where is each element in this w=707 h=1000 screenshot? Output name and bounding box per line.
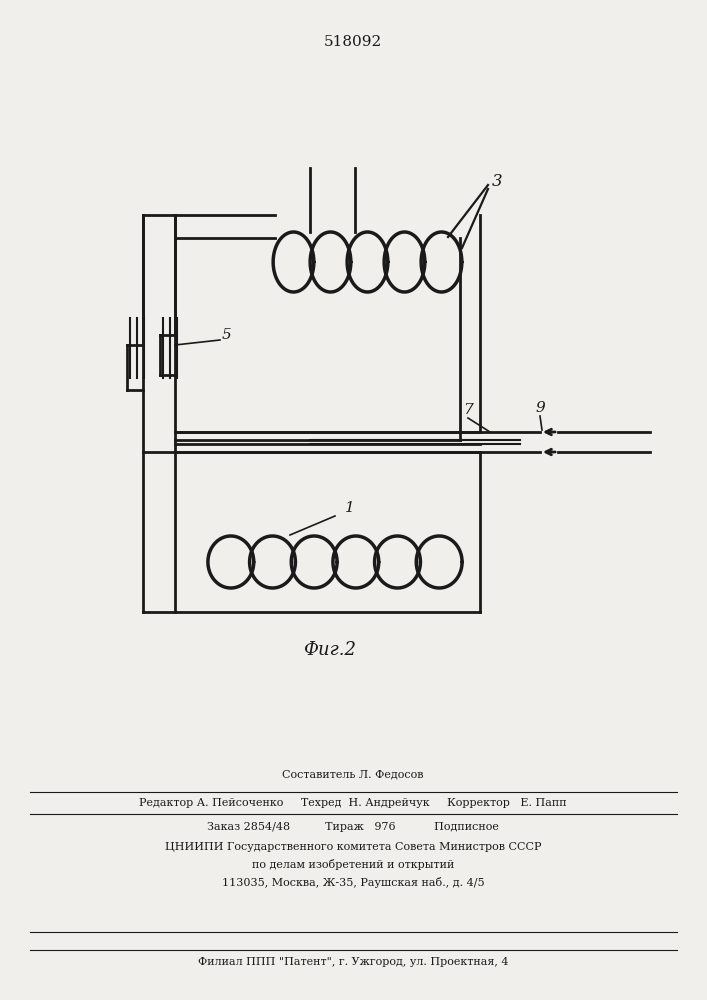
Text: 113035, Москва, Ж-35, Раушская наб., д. 4/5: 113035, Москва, Ж-35, Раушская наб., д. … <box>222 878 484 888</box>
Text: Составитель Л. Федосов: Составитель Л. Федосов <box>282 769 423 779</box>
Text: 5: 5 <box>222 328 232 342</box>
Text: 9: 9 <box>535 401 545 415</box>
Text: Редактор А. Пейсоченко     Техред  Н. Андрейчук     Корректор   Е. Папп: Редактор А. Пейсоченко Техред Н. Андрейч… <box>139 798 567 808</box>
Text: Филиал ППП "Патент", г. Ужгород, ул. Проектная, 4: Филиал ППП "Патент", г. Ужгород, ул. Про… <box>198 957 508 967</box>
Text: 3: 3 <box>492 174 503 190</box>
Text: ЦНИИПИ Государственного комитета Совета Министров СССР: ЦНИИПИ Государственного комитета Совета … <box>165 842 542 852</box>
Text: 518092: 518092 <box>324 35 382 49</box>
Text: 7: 7 <box>463 403 473 417</box>
Text: по делам изобретений и открытий: по делам изобретений и открытий <box>252 859 454 870</box>
Text: Заказ 2854/48          Тираж   976           Подписное: Заказ 2854/48 Тираж 976 Подписное <box>207 822 499 832</box>
Text: Фиг.2: Фиг.2 <box>303 641 356 659</box>
Text: 1: 1 <box>345 501 355 515</box>
